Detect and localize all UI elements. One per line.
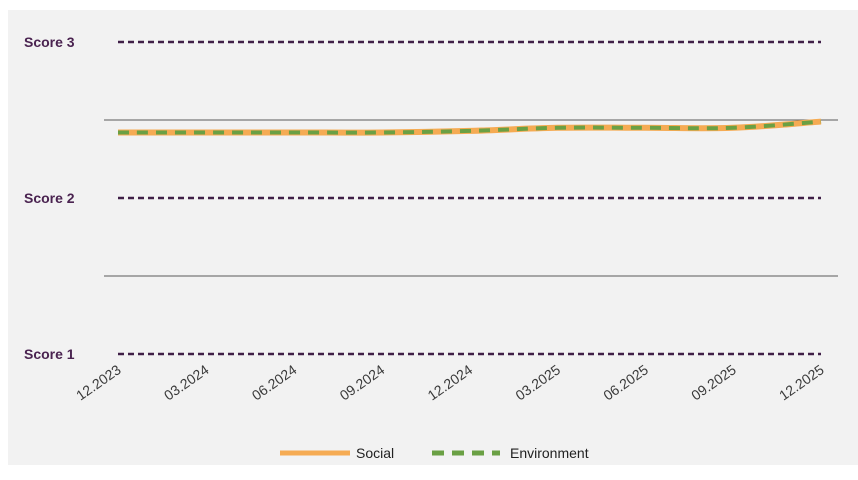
score-label: Score 1 <box>24 346 75 362</box>
legend-label-social: Social <box>356 445 394 461</box>
score-label: Score 3 <box>24 34 75 50</box>
legend-label-environment: Environment <box>510 445 589 461</box>
score-label: Score 2 <box>24 190 75 206</box>
